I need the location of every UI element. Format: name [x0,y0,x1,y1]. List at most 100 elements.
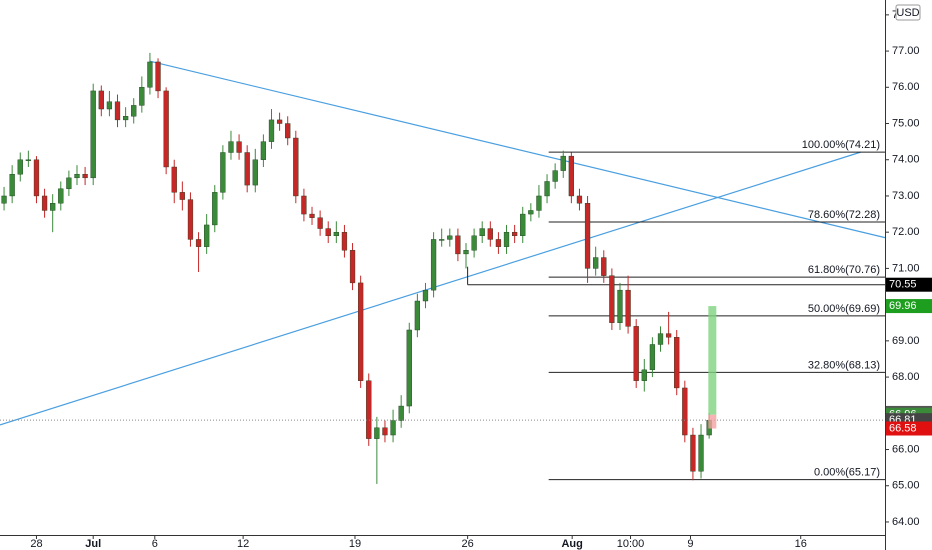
candle-body [179,192,185,200]
y-tick-label: 75.00 [892,117,920,129]
candle-body [584,203,591,269]
candle-body [641,369,647,381]
axes: 64.0065.0066.0067.0068.0069.0070.0071.00… [30,4,932,550]
x-tick-label: 10:00 [617,538,645,550]
candle-body [268,119,275,142]
candle-body [325,228,331,237]
candle-body [204,224,210,247]
candle-body [74,174,80,179]
candle-body [560,155,566,171]
candle-body [690,434,696,472]
candle-body [609,275,615,323]
candle-body [90,90,96,179]
candle-body [9,174,15,197]
y-tick-label: 73.00 [892,190,920,202]
candle-body [276,119,283,124]
candle-body [382,427,388,436]
candle-body [236,141,242,153]
candle-body [139,87,145,106]
candle-body [503,231,510,247]
candle-body [220,152,226,193]
candle-body [25,159,31,161]
candle-body [674,337,680,389]
candle-body [66,177,72,189]
candle-body [455,235,461,255]
candle-body [536,195,542,211]
plot: 100.00%(74.21) 78.60%(72.28) 61.80%(70.76)… [0,52,886,484]
candle-body [341,231,348,251]
candle-body [414,300,421,331]
candle-body [98,90,104,110]
candle-body [195,239,202,247]
candle-body [633,326,639,381]
candle-body [244,152,250,186]
y-tick-label: 71.00 [892,262,920,274]
candle-body [163,90,169,168]
candle-body [439,239,445,241]
x-tick-label: 19 [349,538,361,550]
candle-body [212,192,218,226]
x-tick-label: 16 [795,538,807,550]
candle-body [358,282,364,381]
x-tick-label: 12 [237,538,249,550]
y-tick-label: 66.00 [892,443,920,455]
candle-body [41,195,48,211]
candle-body [260,141,267,160]
y-tick-label: 68.00 [892,371,920,383]
candle-body [171,166,177,193]
price-tag [886,421,932,436]
candle-body [155,61,161,92]
candle-body [114,101,121,121]
candle-body [122,116,129,121]
currency-box [895,4,921,21]
y-tick-label: 69.00 [892,335,920,347]
candle-body [544,181,550,197]
candle-body [528,210,534,215]
candle-body [366,380,372,439]
price-tag [886,299,932,314]
candle-body [576,195,583,204]
price-tag-label: 66.58 [889,422,917,434]
candle-body [625,289,631,327]
candle-body [58,188,64,204]
x-tick-label: 26 [461,538,473,550]
x-tick-label: Aug [561,538,582,550]
x-tick-label: 9 [687,538,693,550]
currency-label: USD [896,7,919,19]
y-tick-label: 76.00 [892,81,920,93]
candle-body [293,137,299,197]
candle-body [333,231,339,237]
candle-body [682,387,688,436]
candle-body [422,289,429,302]
candle-body [398,405,404,421]
profit-zone [708,306,717,415]
fib-label: 32.80%(68.13) [808,359,880,371]
candle-body [252,159,258,186]
candle-body [479,228,485,237]
candle-body [657,333,664,345]
candle-body [390,420,396,436]
trendline [149,60,886,239]
candle-body [309,213,315,218]
candle-body [1,195,7,204]
candle-body [285,123,291,139]
candle-body [511,231,518,237]
candle-body [552,170,558,182]
fib-label: 100.00%(74.21) [802,139,880,151]
y-tick-label: 64.00 [892,516,920,528]
candle-body [317,217,323,229]
candle-body [301,195,307,215]
candle-body [649,344,656,371]
candle-body [349,250,356,284]
candle-body [50,203,56,211]
candle-body [617,289,623,323]
y-tick-label: 65.00 [892,480,920,492]
price-tag [886,277,932,292]
candle-body [406,329,412,407]
candle-body [463,250,469,255]
price-tag-label: 69.96 [889,300,917,312]
candle-body [471,235,477,251]
candle-body [698,434,704,472]
